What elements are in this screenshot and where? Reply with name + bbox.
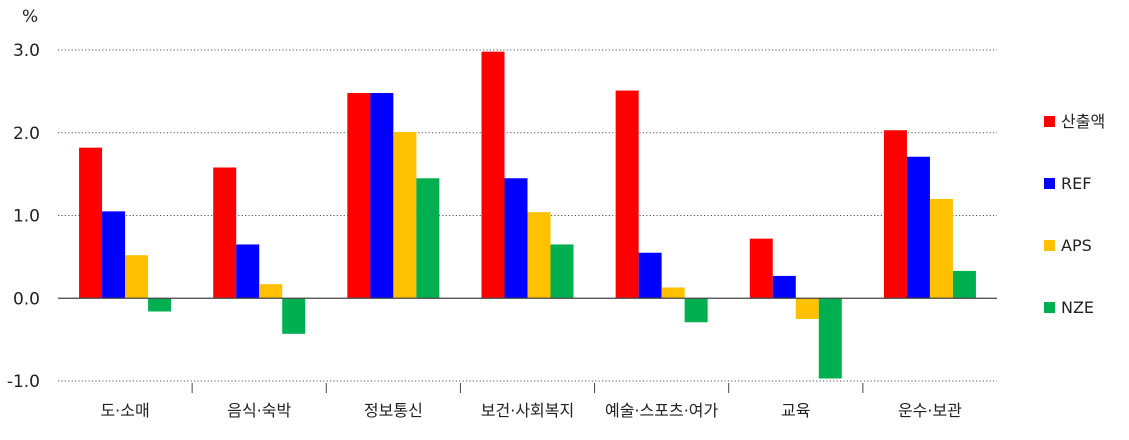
bar bbox=[684, 298, 708, 323]
bar bbox=[883, 130, 907, 299]
bar bbox=[818, 298, 842, 379]
y-tick-label: 0.0 bbox=[13, 289, 40, 309]
legend-label: REF bbox=[1061, 174, 1091, 193]
category-label: 운수·보관 bbox=[898, 401, 962, 420]
bar bbox=[481, 51, 505, 299]
category-label: 도·소매 bbox=[100, 401, 149, 420]
y-unit-label: % bbox=[22, 7, 38, 27]
category-label: 예술·스포츠·여가 bbox=[605, 401, 718, 420]
bar bbox=[550, 244, 574, 299]
bar bbox=[929, 198, 953, 299]
y-tick-label: 3.0 bbox=[13, 41, 40, 61]
category-label: 정보통신 bbox=[364, 401, 423, 420]
bar bbox=[282, 298, 306, 334]
category-label: 교육 bbox=[781, 401, 810, 420]
bar bbox=[347, 93, 371, 299]
legend: 산출액 REF APS NZE bbox=[1044, 112, 1105, 317]
bar bbox=[749, 238, 773, 299]
bar bbox=[213, 167, 237, 299]
legend-label: APS bbox=[1061, 236, 1092, 255]
bar bbox=[772, 275, 796, 299]
legend-swatch bbox=[1044, 178, 1055, 189]
legend-swatch bbox=[1044, 240, 1055, 251]
y-tick-label: 1.0 bbox=[13, 207, 40, 227]
bar bbox=[906, 156, 930, 299]
bars bbox=[79, 51, 976, 379]
bar bbox=[615, 90, 639, 299]
bar bbox=[638, 252, 662, 299]
bar bbox=[148, 298, 172, 312]
bar bbox=[661, 287, 685, 299]
bar bbox=[125, 255, 149, 299]
category-label: 음식·숙박 bbox=[227, 401, 291, 420]
bar bbox=[236, 244, 260, 299]
y-tick-label: 2.0 bbox=[13, 124, 40, 144]
bar bbox=[79, 147, 103, 299]
legend-label: NZE bbox=[1061, 298, 1094, 317]
bar bbox=[416, 178, 440, 299]
y-tick-label: -1.0 bbox=[7, 372, 40, 392]
legend-label: 산출액 bbox=[1061, 112, 1105, 131]
bar bbox=[952, 270, 976, 299]
bar bbox=[527, 212, 551, 299]
bar bbox=[393, 131, 417, 299]
bar bbox=[504, 178, 528, 299]
category-labels: 도·소매 음식·숙박 정보통신 보건·사회복지 예술·스포츠·여가 교육 운수·보관 bbox=[100, 401, 962, 420]
legend-swatch bbox=[1044, 116, 1055, 127]
bar bbox=[370, 93, 394, 299]
legend-swatch bbox=[1044, 302, 1055, 313]
category-label: 보건·사회복지 bbox=[481, 401, 574, 420]
bar bbox=[259, 284, 283, 299]
y-tick-labels: 3.0 2.0 1.0 0.0 -1.0 bbox=[7, 41, 40, 392]
x-axis bbox=[58, 297, 997, 393]
bar bbox=[795, 298, 819, 319]
bar bbox=[102, 211, 126, 299]
